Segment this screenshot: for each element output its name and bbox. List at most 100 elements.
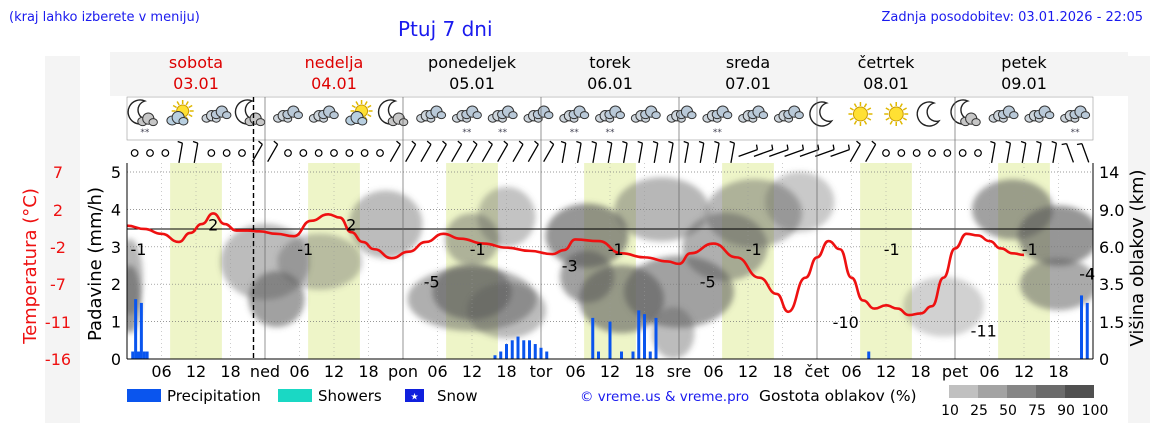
clouds-snow-icon: ** bbox=[559, 105, 590, 138]
wind-barb-shaft bbox=[592, 143, 598, 163]
wind-calm-circle bbox=[222, 149, 231, 157]
wind-calm-circle bbox=[161, 149, 170, 157]
snow-flakes: ** bbox=[462, 128, 472, 138]
moon-cloud-icon bbox=[950, 99, 981, 127]
sun-ray bbox=[367, 104, 372, 109]
wind-barb-shaft bbox=[435, 144, 447, 162]
wind-barb-shaft bbox=[714, 143, 720, 163]
legend-precipitation-label: Precipitation bbox=[167, 387, 261, 405]
sun-ray bbox=[351, 104, 356, 109]
cloud-puff bbox=[357, 117, 368, 126]
x-tick-label: 18 bbox=[1048, 362, 1068, 381]
right-axis-panel bbox=[1128, 56, 1150, 423]
temp-tick-label: 2 bbox=[53, 201, 63, 220]
cloud-puff bbox=[329, 111, 339, 120]
wind-barb-shaft bbox=[622, 143, 628, 163]
wind-barb-flag bbox=[698, 140, 704, 144]
clouds-icon bbox=[988, 105, 1019, 123]
sun-ray bbox=[849, 117, 854, 121]
clouds-icon bbox=[630, 105, 661, 123]
cloud-puff bbox=[178, 117, 189, 126]
clouds-snow-icon: ** bbox=[595, 105, 625, 138]
wind-barb-flag bbox=[591, 140, 597, 144]
temp-label: 2 bbox=[346, 216, 356, 235]
wind-barb-shaft bbox=[1065, 143, 1075, 163]
precip-bar bbox=[643, 314, 646, 359]
precip-bar bbox=[545, 351, 549, 359]
wind-barb-flag bbox=[606, 140, 612, 144]
wind-barb-shaft bbox=[389, 144, 401, 162]
x-tick-label: 18 bbox=[358, 362, 378, 381]
temp-label: -1 bbox=[297, 240, 313, 259]
wind-barb-flag bbox=[1061, 142, 1067, 146]
x-tick-label: 18 bbox=[772, 362, 792, 381]
right-tick-label: 3.5 bbox=[1099, 275, 1124, 294]
snow-flakes: ** bbox=[498, 128, 508, 138]
precip-bar bbox=[528, 340, 531, 359]
x-tick-label: 12 bbox=[186, 362, 206, 381]
cloud-scale-label: 10 bbox=[941, 403, 959, 419]
precip-bar bbox=[1085, 302, 1089, 359]
x-tick-label: čet bbox=[805, 362, 830, 381]
cloud-scale-cell bbox=[949, 385, 978, 398]
temperature-line bbox=[127, 212, 1025, 317]
precipitation-bars bbox=[131, 295, 1089, 359]
wind-barb-flag bbox=[817, 144, 820, 150]
snow-flakes: ** bbox=[713, 128, 723, 138]
sun-disc bbox=[852, 106, 868, 122]
wind-barb-shaft bbox=[1006, 143, 1012, 163]
wind-barb-flag bbox=[1020, 140, 1026, 144]
right-tick-label: 6.0 bbox=[1099, 238, 1124, 257]
temperature-axis-title: Temperatura (°C) bbox=[20, 188, 41, 345]
wind-calm-circle bbox=[912, 149, 921, 157]
precip-bar bbox=[637, 310, 641, 359]
sun-ray bbox=[364, 101, 368, 106]
precip-bar bbox=[533, 344, 537, 359]
temp-tick-label: -7 bbox=[50, 275, 66, 294]
x-tick-label: sre bbox=[667, 362, 691, 381]
precip-bar bbox=[131, 351, 135, 359]
precip-bar bbox=[591, 317, 595, 359]
daytime-band bbox=[170, 163, 222, 359]
wind-barb-shaft bbox=[815, 148, 835, 158]
moon-crescent bbox=[809, 101, 834, 127]
wind-barb-shaft bbox=[830, 148, 850, 158]
cloud-puff bbox=[148, 118, 158, 127]
temp-tick-label: -2 bbox=[50, 238, 66, 257]
page-title: Ptuj 7 dni bbox=[398, 17, 493, 41]
day-date-4: 07.01 bbox=[725, 74, 771, 93]
cloud-blob bbox=[652, 306, 695, 359]
clouds-icon bbox=[666, 105, 697, 123]
wind-barb-shaft bbox=[668, 143, 674, 163]
wind-barb-flag bbox=[1076, 142, 1083, 146]
cloud-blob bbox=[127, 265, 141, 334]
wind-calm-circle bbox=[238, 149, 246, 157]
daytime-band bbox=[860, 163, 912, 359]
wind-calm-circle bbox=[146, 149, 154, 157]
cloud-scale-label: 100 bbox=[1082, 403, 1109, 419]
wind-calm-circle bbox=[958, 149, 967, 157]
wind-barb-flag bbox=[488, 140, 493, 145]
x-tick-label: tor bbox=[530, 362, 553, 381]
cloud-puff bbox=[687, 111, 697, 120]
sun-cloud-icon bbox=[345, 100, 373, 126]
wind-barb-flag bbox=[771, 144, 774, 150]
location-hint[interactable]: (kraj lahko izberete v meniju) bbox=[9, 10, 200, 25]
copyright-link[interactable]: © vreme.us & vreme.pro bbox=[580, 389, 749, 405]
wind-barb-flag bbox=[786, 144, 789, 150]
cloud-puff bbox=[508, 111, 518, 120]
cloud-blob bbox=[277, 233, 362, 290]
wind-barb-shaft bbox=[251, 144, 263, 162]
day-name-6: petek bbox=[1001, 53, 1047, 72]
wind-barb-shaft bbox=[576, 143, 582, 163]
sun-ray bbox=[866, 107, 872, 111]
sun-ray bbox=[885, 117, 890, 121]
day-date-3: 06.01 bbox=[587, 74, 633, 93]
wind-barb-shaft bbox=[849, 144, 861, 162]
wind-barb-shaft bbox=[699, 143, 705, 163]
wind-barb-shaft bbox=[653, 143, 659, 163]
wind-barb-flag bbox=[457, 140, 463, 145]
wind-barb-flag bbox=[1036, 140, 1042, 144]
cloud-puff bbox=[255, 118, 266, 127]
